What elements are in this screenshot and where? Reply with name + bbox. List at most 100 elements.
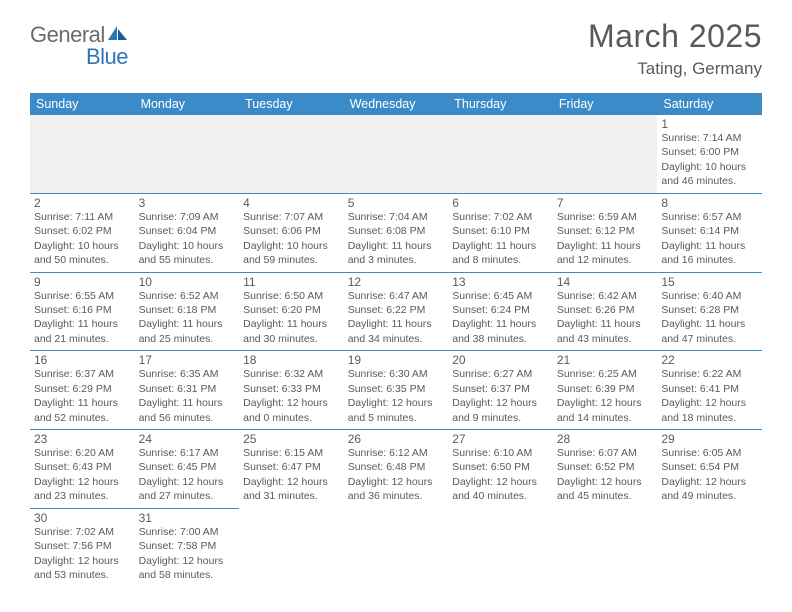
calendar-day-cell: 19Sunrise: 6:30 AMSunset: 6:35 PMDayligh… xyxy=(344,351,449,430)
daylight-text: and 3 minutes. xyxy=(348,254,445,267)
sunset-text: Sunset: 6:22 PM xyxy=(348,304,445,317)
day-header: Monday xyxy=(135,93,240,115)
calendar-day-cell: 16Sunrise: 6:37 AMSunset: 6:29 PMDayligh… xyxy=(30,351,135,430)
sunset-text: Sunset: 6:26 PM xyxy=(557,304,654,317)
daylight-text: and 16 minutes. xyxy=(661,254,758,267)
sunset-text: Sunset: 6:50 PM xyxy=(452,461,549,474)
day-header: Friday xyxy=(553,93,658,115)
calendar-day-cell xyxy=(448,115,553,193)
sunrise-text: Sunrise: 7:00 AM xyxy=(139,526,236,539)
calendar-day-cell: 29Sunrise: 6:05 AMSunset: 6:54 PMDayligh… xyxy=(657,430,762,509)
daylight-text: and 53 minutes. xyxy=(34,569,131,582)
daylight-text: Daylight: 12 hours xyxy=(139,555,236,568)
daylight-text: Daylight: 11 hours xyxy=(348,240,445,253)
sunrise-text: Sunrise: 6:57 AM xyxy=(661,211,758,224)
calendar-day-cell: 2Sunrise: 7:11 AMSunset: 6:02 PMDaylight… xyxy=(30,193,135,272)
daylight-text: Daylight: 11 hours xyxy=(139,318,236,331)
daylight-text: and 43 minutes. xyxy=(557,333,654,346)
daylight-text: Daylight: 12 hours xyxy=(452,397,549,410)
sunset-text: Sunset: 6:52 PM xyxy=(557,461,654,474)
sunset-text: Sunset: 6:00 PM xyxy=(661,146,758,159)
sunset-text: Sunset: 6:16 PM xyxy=(34,304,131,317)
calendar-week-row: 23Sunrise: 6:20 AMSunset: 6:43 PMDayligh… xyxy=(30,430,762,509)
logo-text-blue-wrap: Blue xyxy=(30,44,128,70)
sunset-text: Sunset: 6:28 PM xyxy=(661,304,758,317)
daylight-text: Daylight: 12 hours xyxy=(557,476,654,489)
sunset-text: Sunset: 6:35 PM xyxy=(348,383,445,396)
sunrise-text: Sunrise: 6:07 AM xyxy=(557,447,654,460)
sunset-text: Sunset: 6:20 PM xyxy=(243,304,340,317)
calendar-day-cell: 28Sunrise: 6:07 AMSunset: 6:52 PMDayligh… xyxy=(553,430,658,509)
daylight-text: Daylight: 12 hours xyxy=(348,397,445,410)
day-number: 25 xyxy=(243,432,340,446)
calendar-day-cell xyxy=(448,508,553,586)
sunset-text: Sunset: 6:18 PM xyxy=(139,304,236,317)
daylight-text: Daylight: 11 hours xyxy=(243,318,340,331)
sunrise-text: Sunrise: 6:27 AM xyxy=(452,368,549,381)
day-number: 13 xyxy=(452,275,549,289)
calendar-week-row: 30Sunrise: 7:02 AMSunset: 7:56 PMDayligh… xyxy=(30,508,762,586)
day-number: 1 xyxy=(661,117,758,131)
sunrise-text: Sunrise: 7:09 AM xyxy=(139,211,236,224)
calendar-day-cell: 27Sunrise: 6:10 AMSunset: 6:50 PMDayligh… xyxy=(448,430,553,509)
day-number: 10 xyxy=(139,275,236,289)
day-number: 2 xyxy=(34,196,131,210)
sunrise-text: Sunrise: 6:40 AM xyxy=(661,290,758,303)
day-header: Wednesday xyxy=(344,93,449,115)
daylight-text: Daylight: 10 hours xyxy=(661,161,758,174)
day-number: 6 xyxy=(452,196,549,210)
calendar-day-cell: 20Sunrise: 6:27 AMSunset: 6:37 PMDayligh… xyxy=(448,351,553,430)
sunset-text: Sunset: 7:58 PM xyxy=(139,540,236,553)
daylight-text: Daylight: 11 hours xyxy=(661,240,758,253)
sunrise-text: Sunrise: 6:47 AM xyxy=(348,290,445,303)
sunrise-text: Sunrise: 7:11 AM xyxy=(34,211,131,224)
sunrise-text: Sunrise: 6:05 AM xyxy=(661,447,758,460)
daylight-text: and 27 minutes. xyxy=(139,490,236,503)
calendar-day-cell xyxy=(344,115,449,193)
sunrise-text: Sunrise: 7:14 AM xyxy=(661,132,758,145)
calendar-day-cell: 10Sunrise: 6:52 AMSunset: 6:18 PMDayligh… xyxy=(135,272,240,351)
day-number: 16 xyxy=(34,353,131,367)
sunset-text: Sunset: 7:56 PM xyxy=(34,540,131,553)
calendar-day-cell: 21Sunrise: 6:25 AMSunset: 6:39 PMDayligh… xyxy=(553,351,658,430)
location: Tating, Germany xyxy=(588,59,762,79)
sunset-text: Sunset: 6:41 PM xyxy=(661,383,758,396)
calendar-day-cell: 31Sunrise: 7:00 AMSunset: 7:58 PMDayligh… xyxy=(135,508,240,586)
day-number: 11 xyxy=(243,275,340,289)
day-number: 15 xyxy=(661,275,758,289)
daylight-text: and 18 minutes. xyxy=(661,412,758,425)
calendar-day-cell xyxy=(239,508,344,586)
calendar-day-cell xyxy=(30,115,135,193)
calendar-day-cell xyxy=(553,115,658,193)
day-number: 12 xyxy=(348,275,445,289)
day-number: 20 xyxy=(452,353,549,367)
sunset-text: Sunset: 6:33 PM xyxy=(243,383,340,396)
daylight-text: and 47 minutes. xyxy=(661,333,758,346)
daylight-text: Daylight: 12 hours xyxy=(557,397,654,410)
sunrise-text: Sunrise: 7:02 AM xyxy=(452,211,549,224)
day-header: Thursday xyxy=(448,93,553,115)
day-number: 27 xyxy=(452,432,549,446)
day-number: 21 xyxy=(557,353,654,367)
sunrise-text: Sunrise: 6:30 AM xyxy=(348,368,445,381)
daylight-text: and 59 minutes. xyxy=(243,254,340,267)
daylight-text: and 21 minutes. xyxy=(34,333,131,346)
month-title: March 2025 xyxy=(588,18,762,55)
daylight-text: and 34 minutes. xyxy=(348,333,445,346)
calendar-week-row: 16Sunrise: 6:37 AMSunset: 6:29 PMDayligh… xyxy=(30,351,762,430)
sunrise-text: Sunrise: 6:45 AM xyxy=(452,290,549,303)
daylight-text: and 14 minutes. xyxy=(557,412,654,425)
day-number: 3 xyxy=(139,196,236,210)
calendar-day-cell: 18Sunrise: 6:32 AMSunset: 6:33 PMDayligh… xyxy=(239,351,344,430)
sunrise-text: Sunrise: 6:52 AM xyxy=(139,290,236,303)
calendar-day-cell: 26Sunrise: 6:12 AMSunset: 6:48 PMDayligh… xyxy=(344,430,449,509)
daylight-text: and 50 minutes. xyxy=(34,254,131,267)
sunrise-text: Sunrise: 6:15 AM xyxy=(243,447,340,460)
daylight-text: and 0 minutes. xyxy=(243,412,340,425)
daylight-text: and 52 minutes. xyxy=(34,412,131,425)
calendar-day-cell: 30Sunrise: 7:02 AMSunset: 7:56 PMDayligh… xyxy=(30,508,135,586)
calendar-body: 1Sunrise: 7:14 AMSunset: 6:00 PM Daylight… xyxy=(30,115,762,587)
daylight-text: Daylight: 12 hours xyxy=(34,476,131,489)
daylight-text: and 40 minutes. xyxy=(452,490,549,503)
calendar-week-row: 1Sunrise: 7:14 AMSunset: 6:00 PM Daylight… xyxy=(30,115,762,193)
